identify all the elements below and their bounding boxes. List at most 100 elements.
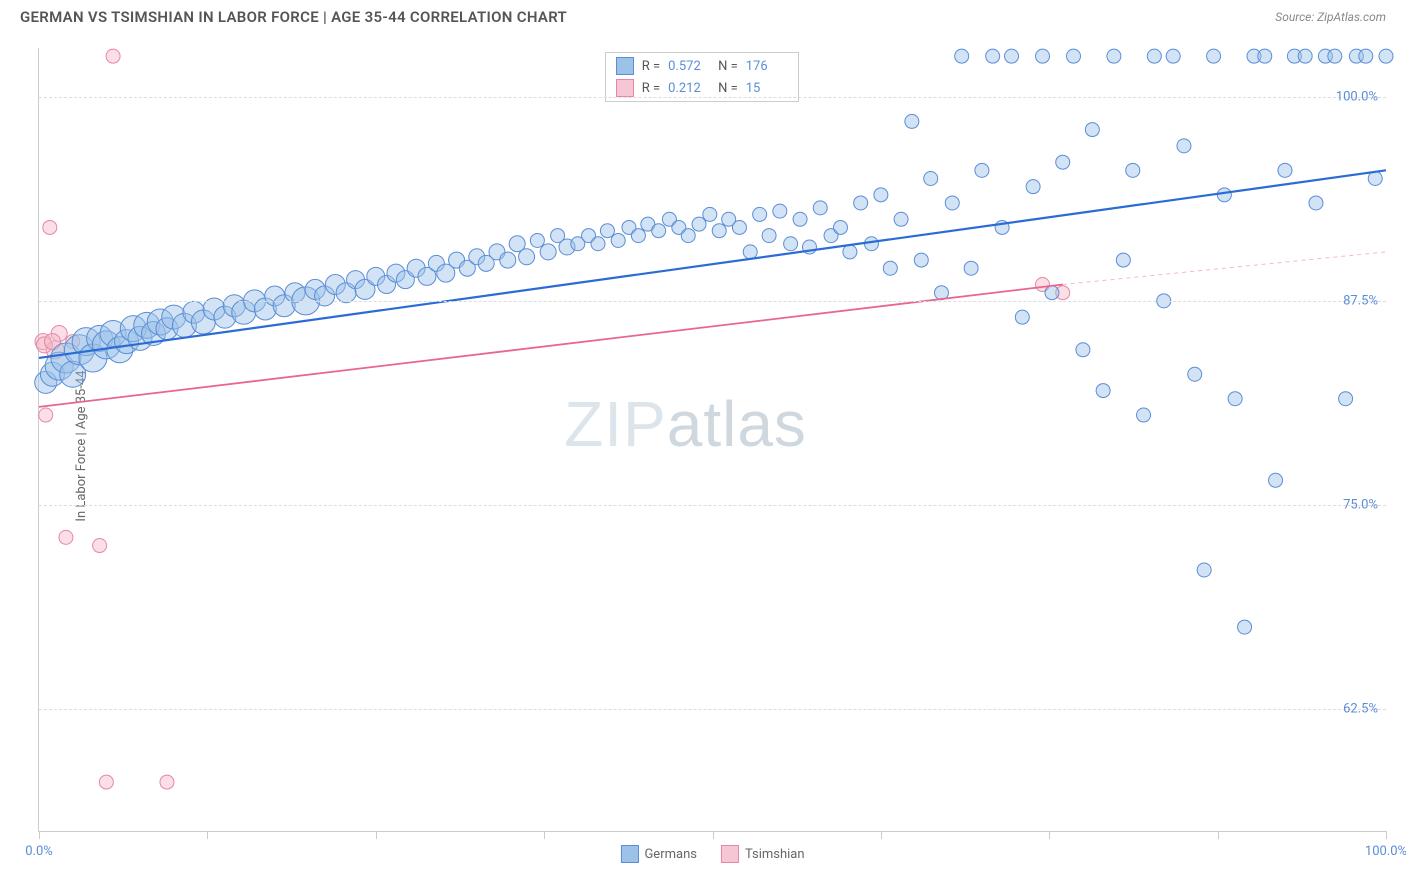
chart-title: GERMAN VS TSIMSHIAN IN LABOR FORCE | AGE… (20, 8, 567, 26)
xtick (376, 831, 377, 839)
scatter-point-germans (1126, 163, 1140, 177)
scatter-point-germans (681, 229, 695, 243)
xtick (544, 831, 545, 839)
scatter-point-tsimshian (160, 775, 174, 789)
scatter-point-germans (1036, 49, 1050, 63)
stats-swatch-tsimshian (616, 79, 634, 97)
scatter-point-germans (1278, 163, 1292, 177)
scatter-point-germans (1328, 49, 1342, 63)
scatter-point-germans (1359, 49, 1373, 63)
scatter-point-germans (1298, 49, 1312, 63)
scatter-point-germans (712, 224, 726, 238)
scatter-point-germans (519, 249, 535, 265)
scatter-point-germans (1269, 473, 1283, 487)
scatter-point-germans (986, 49, 1000, 63)
scatter-point-tsimshian (59, 530, 73, 544)
legend-label-tsimshian: Tsimshian (745, 847, 805, 862)
scatter-point-germans (793, 212, 807, 226)
scatter-point-germans (1177, 139, 1191, 153)
xtick (713, 831, 714, 839)
scatter-point-germans (1107, 49, 1121, 63)
scatter-point-tsimshian (99, 775, 113, 789)
legend-swatch-tsimshian (721, 845, 739, 863)
scatter-point-germans (1207, 49, 1221, 63)
scatter-point-germans (975, 163, 989, 177)
xtick (1386, 831, 1387, 839)
legend-item-tsimshian: Tsimshian (721, 845, 805, 863)
scatter-point-germans (703, 207, 717, 221)
xtick (39, 831, 40, 839)
scatter-point-germans (1147, 49, 1161, 63)
gridline (39, 505, 1386, 506)
stats-n-label: N = (718, 81, 738, 96)
scatter-point-germans (1045, 286, 1059, 300)
scatter-point-germans (1085, 123, 1099, 137)
scatter-point-germans (1056, 155, 1070, 169)
ytick-label: 100.0% (1336, 89, 1378, 104)
scatter-point-tsimshian (93, 539, 107, 553)
scatter-point-germans (773, 204, 787, 218)
scatter-point-germans (743, 245, 757, 259)
scatter-point-germans (762, 229, 776, 243)
scatter-point-germans (1188, 367, 1202, 381)
xtick (1218, 831, 1219, 839)
scatter-point-germans (692, 217, 706, 231)
ytick-label: 87.5% (1343, 293, 1378, 308)
scatter-point-germans (1258, 49, 1272, 63)
scatter-point-germans (1096, 384, 1110, 398)
scatter-point-germans (600, 224, 614, 238)
stats-r-label: R = (642, 59, 660, 74)
stats-n-label: N = (718, 59, 738, 74)
xtick (207, 831, 208, 839)
scatter-point-germans (500, 252, 516, 268)
stats-n-value: 176 (746, 59, 788, 74)
stats-r-value: 0.572 (668, 59, 710, 74)
ytick-label: 75.0% (1343, 497, 1378, 512)
stats-r-label: R = (642, 81, 660, 96)
scatter-point-germans (530, 233, 544, 247)
scatter-point-germans (924, 172, 938, 186)
legend-item-germans: Germans (620, 845, 697, 863)
stats-row-germans: R = 0.572 N = 176 (616, 55, 788, 77)
plot-svg (39, 48, 1386, 831)
stats-n-value: 15 (746, 81, 788, 96)
xtick-label: 0.0% (25, 844, 53, 859)
scatter-point-germans (540, 244, 556, 260)
scatter-point-germans (1066, 49, 1080, 63)
legend-swatch-germans (620, 845, 638, 863)
scatter-point-germans (1137, 408, 1151, 422)
xtick (881, 831, 882, 839)
gridline (39, 709, 1386, 710)
scatter-point-germans (905, 114, 919, 128)
regression-line-germans (39, 170, 1386, 358)
chart-plot-area: ZIPatlas R = 0.572 N = 176 R = 0.212 N =… (38, 48, 1386, 832)
scatter-point-germans (945, 196, 959, 210)
scatter-point-germans (652, 224, 666, 238)
scatter-point-germans (1339, 392, 1353, 406)
source-label: Source: ZipAtlas.com (1275, 10, 1386, 24)
stats-r-value: 0.212 (668, 81, 710, 96)
xtick (1049, 831, 1050, 839)
scatter-point-germans (591, 237, 605, 251)
scatter-point-germans (1228, 392, 1242, 406)
scatter-point-germans (1076, 343, 1090, 357)
legend-label-germans: Germans (644, 847, 697, 862)
scatter-point-germans (1197, 563, 1211, 577)
regression-line-tsimshian-extrapolated (1063, 252, 1386, 285)
scatter-point-germans (833, 220, 847, 234)
ytick-label: 62.5% (1343, 701, 1378, 716)
scatter-point-germans (843, 245, 857, 259)
gridline (39, 97, 1386, 98)
scatter-point-germans (1015, 310, 1029, 324)
scatter-point-germans (1238, 620, 1252, 634)
stats-swatch-germans (616, 57, 634, 75)
scatter-point-germans (784, 237, 798, 251)
scatter-point-germans (874, 188, 888, 202)
gridline (39, 301, 1386, 302)
chart-header: GERMAN VS TSIMSHIAN IN LABOR FORCE | AGE… (0, 0, 1406, 30)
scatter-point-tsimshian (106, 49, 120, 63)
scatter-point-germans (1026, 180, 1040, 194)
scatter-point-germans (753, 207, 767, 221)
scatter-point-germans (914, 253, 928, 267)
scatter-point-germans (1217, 188, 1231, 202)
